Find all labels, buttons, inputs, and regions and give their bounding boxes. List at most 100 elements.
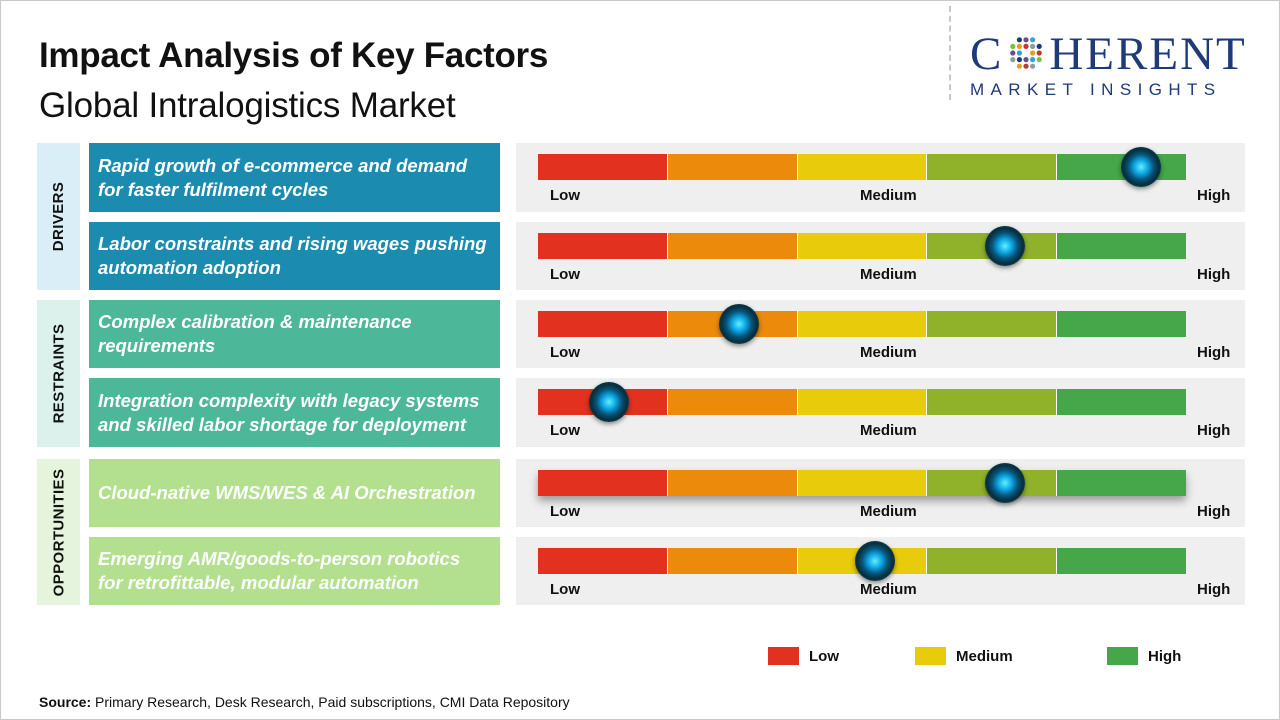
factor-label: Emerging AMR/goods-to-person robotics fo… bbox=[89, 537, 500, 605]
legend-label-high: High bbox=[1148, 647, 1182, 665]
scale-segment-5 bbox=[1057, 233, 1186, 259]
scale-label-low: Low bbox=[550, 581, 580, 598]
scale-label-medium: Medium bbox=[860, 266, 917, 283]
logo-dot bbox=[1023, 43, 1029, 49]
impact-gauge: Low Medium High bbox=[516, 459, 1245, 527]
logo-dot bbox=[1023, 37, 1029, 43]
logo-tagline: MARKET INSIGHTS bbox=[970, 80, 1222, 99]
scale-label-high: High bbox=[1197, 187, 1231, 204]
scale-label-low: Low bbox=[550, 187, 580, 204]
legend-swatch-low bbox=[768, 647, 799, 665]
scale-segment-4 bbox=[927, 311, 1058, 337]
legend-item-low: Low bbox=[768, 647, 839, 665]
scale-label-medium: Medium bbox=[860, 503, 917, 520]
scale-segment-4 bbox=[927, 548, 1058, 574]
page-subtitle: Global Intralogistics Market bbox=[39, 86, 456, 125]
factor-label: Rapid growth of e-commerce and demand fo… bbox=[89, 143, 500, 212]
scale-label-high: High bbox=[1197, 344, 1231, 361]
factor-label: Labor constraints and rising wages pushi… bbox=[89, 222, 500, 290]
logo-dot bbox=[1010, 50, 1016, 56]
scale-label-medium: Medium bbox=[860, 344, 917, 361]
logo-dot bbox=[1030, 50, 1036, 56]
scale-segment-1 bbox=[538, 233, 668, 259]
coherent-logo: C HERENT MARKET INSIGHTS bbox=[970, 30, 1262, 100]
category-label: RESTRAINTS bbox=[50, 323, 67, 424]
logo-dot bbox=[1023, 57, 1029, 63]
impact-marker bbox=[1120, 147, 1161, 187]
scale-label-high: High bbox=[1197, 266, 1231, 283]
legend-swatch-high bbox=[1107, 647, 1138, 665]
scale-segment-5 bbox=[1057, 548, 1186, 574]
scale-label-high: High bbox=[1197, 422, 1231, 439]
scale-segment-3 bbox=[797, 154, 928, 180]
factor-label: Cloud-native WMS/WES & AI Orchestration bbox=[89, 459, 500, 527]
logo-dot bbox=[1030, 63, 1036, 69]
logo-dot bbox=[1017, 57, 1023, 63]
legend-label-low: Low bbox=[809, 647, 839, 665]
scale-label-high: High bbox=[1197, 503, 1231, 520]
impact-scale-bar bbox=[538, 311, 1186, 337]
logo-dot bbox=[1030, 57, 1036, 63]
logo-dot bbox=[1023, 63, 1029, 69]
scale-segment-4 bbox=[927, 154, 1058, 180]
logo-dot bbox=[1030, 43, 1036, 49]
scale-segment-2 bbox=[667, 548, 798, 574]
scale-segment-5 bbox=[1057, 389, 1186, 415]
impact-scale-bar bbox=[538, 233, 1186, 259]
scale-segment-2 bbox=[667, 154, 798, 180]
category-drivers: DRIVERS bbox=[37, 143, 80, 290]
scale-segment-2 bbox=[667, 233, 798, 259]
scale-segment-3 bbox=[797, 311, 928, 337]
impact-gauge: Low Medium High bbox=[516, 378, 1245, 447]
impact-scale-bar bbox=[538, 389, 1186, 415]
scale-label-low: Low bbox=[550, 344, 580, 361]
category-label: DRIVERS bbox=[50, 181, 68, 252]
logo-dot bbox=[1030, 37, 1036, 43]
logo-dot bbox=[1010, 43, 1016, 49]
scale-segment-2 bbox=[667, 389, 798, 415]
logo-dot bbox=[1010, 57, 1016, 63]
logo-dot bbox=[1036, 57, 1043, 63]
scale-segment-1 bbox=[538, 154, 668, 180]
logo-dot bbox=[1017, 37, 1023, 43]
scale-label-high: High bbox=[1197, 581, 1231, 598]
logo-dot bbox=[1036, 50, 1043, 56]
legend-swatch-medium bbox=[915, 647, 946, 665]
logo-divider bbox=[949, 6, 951, 100]
scale-label-low: Low bbox=[550, 266, 580, 283]
source-note: Source: Primary Research, Desk Research,… bbox=[39, 694, 570, 710]
logo-dot-emblem bbox=[1010, 37, 1043, 69]
scale-segment-1 bbox=[538, 548, 668, 574]
logo-word-left: C bbox=[970, 28, 1004, 80]
scale-segment-1 bbox=[538, 311, 668, 337]
logo-dot bbox=[1036, 43, 1043, 49]
scale-segment-3 bbox=[797, 233, 928, 259]
scale-segment-5 bbox=[1057, 311, 1186, 337]
category-label: OPPORTUNITIES bbox=[50, 468, 67, 596]
legend-label-medium: Medium bbox=[956, 647, 1013, 665]
scale-segment-4 bbox=[927, 389, 1058, 415]
logo-dot bbox=[1017, 43, 1023, 49]
impact-scale-bar bbox=[538, 470, 1186, 496]
scale-segment-1 bbox=[538, 470, 668, 496]
impact-scale-bar bbox=[538, 154, 1186, 180]
scale-segment-5 bbox=[1057, 470, 1186, 496]
impact-marker bbox=[984, 463, 1025, 503]
impact-marker bbox=[984, 226, 1025, 266]
scale-label-medium: Medium bbox=[860, 422, 917, 439]
legend-item-medium: Medium bbox=[915, 647, 1013, 665]
legend-item-high: High bbox=[1107, 647, 1181, 665]
logo-dot bbox=[1017, 63, 1023, 69]
source-label: Source: bbox=[39, 694, 92, 710]
scale-label-medium: Medium bbox=[860, 581, 917, 598]
impact-gauge: Low Medium High bbox=[516, 222, 1245, 290]
impact-gauge: Low Medium High bbox=[516, 300, 1245, 368]
scale-label-medium: Medium bbox=[860, 187, 917, 204]
impact-marker bbox=[718, 304, 759, 344]
factor-label: Integration complexity with legacy syste… bbox=[89, 378, 500, 447]
impact-marker bbox=[589, 382, 630, 422]
page-title: Impact Analysis of Key Factors bbox=[39, 36, 549, 75]
logo-dot bbox=[1017, 50, 1023, 56]
source-text: Primary Research, Desk Research, Paid su… bbox=[91, 694, 570, 710]
scale-segment-3 bbox=[797, 389, 928, 415]
